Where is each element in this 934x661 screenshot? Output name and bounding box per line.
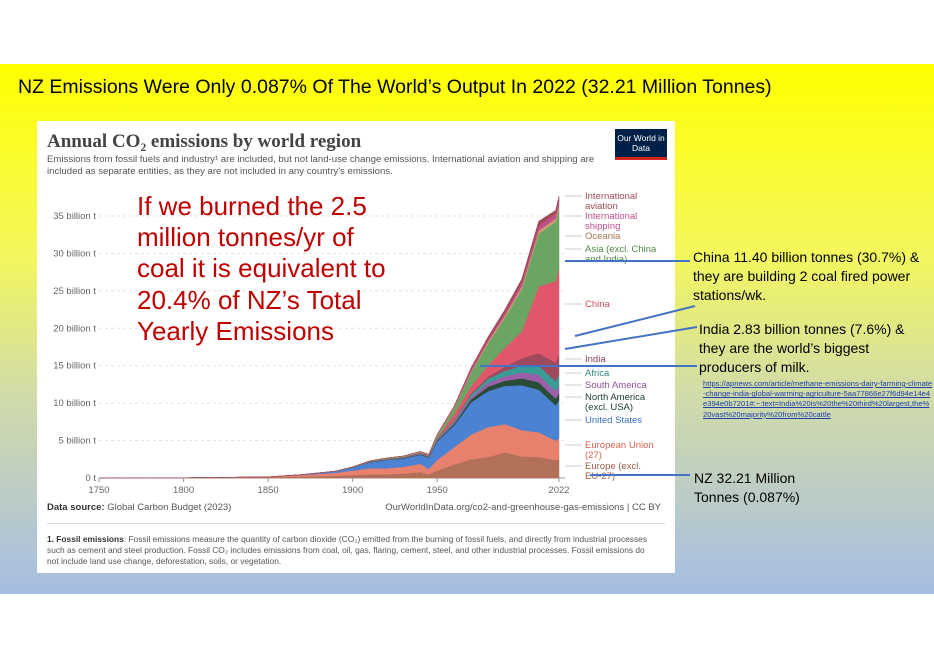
legend-label: Oceania [585,231,621,242]
legend-label-line: International [585,211,637,222]
y-tick-label: 10 billion t [53,398,96,409]
data-source-value: Global Carbon Budget (2023) [107,502,232,513]
chart-title: Annual CO₂ emissions by world region [47,131,362,152]
x-tick-label: 1800 [173,485,194,496]
india-annotation: India 2.83 billion tonnes (7.6%) & they … [699,321,905,375]
y-tick-label: 25 billion t [53,286,96,297]
nz-annotation: NZ 32.21 Million Tonnes (0.087%) [694,470,800,505]
legend-label-line: shipping [585,221,620,232]
data-url[interactable]: OurWorldInData.org/co2-and-greenhouse-ga… [385,502,661,513]
divider [47,523,665,524]
footnote-label: 1. Fossil emissions [47,534,124,544]
legend-label-line: North America [585,392,646,403]
x-tick-label: 2022 [548,485,569,496]
legend-label-line: South America [585,380,647,391]
chart-subtitle: Emissions from fossil fuels and industry… [47,154,595,177]
legend-label-line: Africa [585,368,610,379]
legend-label-line: Europe (excl. [585,461,641,472]
legend-label: United States [585,415,642,426]
legend-label-line: (excl. USA) [585,402,633,413]
legend-label: International aviation [585,191,637,212]
y-tick-label: 30 billion t [53,248,96,259]
footnote: 1. Fossil emissions: Fossil emissions me… [47,534,657,567]
y-tick-label: 0 t [85,473,96,484]
chart-panel: Annual CO₂ emissions by world region Emi… [37,121,675,573]
x-tick-label: 1950 [427,485,448,496]
legend-label-line: (27) [585,450,602,461]
legend-label-line: aviation [585,201,618,212]
legend-label: India [585,354,606,365]
legend-label-line: Asia (excl. China [585,244,657,255]
legend-label: Africa [585,368,610,379]
stacked-area-chart: 0 t 5 billion t 10 billion t 15 billion t 20… [53,191,657,496]
y-tick-label: 15 billion t [53,361,96,372]
legend-label: Asia (excl. China and India) [585,244,657,265]
data-source-label: Data source: [47,502,105,513]
axes: 0 t 5 billion t 10 billion t 15 billion t 20… [53,211,569,496]
x-tick-label: 1900 [342,485,363,496]
y-tick-label: 35 billion t [53,211,96,222]
x-tick-label: 1750 [88,485,109,496]
y-tick-label: 5 billion t [59,436,97,447]
legend-label: European Union (27) [585,440,654,461]
legend-label-line: and India) [585,254,627,265]
slide-background: NZ Emissions Were Only 0.087% Of The Wor… [0,64,934,594]
x-tick-label: 1850 [258,485,279,496]
legend-label: International shipping [585,211,637,232]
legend-label-line: International [585,191,637,202]
legend-label: North America (excl. USA) [585,392,646,413]
owid-logo: Our World in Data [615,129,667,160]
data-source: Data source: Global Carbon Budget (2023) [47,502,231,513]
legend-label-line: Oceania [585,231,621,242]
legend-label: Europe (excl. EU-27) [585,461,641,482]
legend-label-line: United States [585,415,642,426]
legend-label: China [585,299,611,310]
china-annotation: China 11.40 billion tonnes (30.7%) & the… [693,249,920,303]
india-source-link[interactable]: https://apnews.com/article/methane-emiss… [703,379,933,419]
area-international-aviation [98,196,560,479]
footnote-text: : Fossil emissions measure the quantity … [47,534,648,566]
slide-title: NZ Emissions Were Only 0.087% Of The Wor… [18,76,772,98]
legend-label-line: EU-27) [585,471,615,482]
coal-overlay-text: If we burned the 2.5 million tonnes/yr o… [137,191,386,346]
y-tick-label: 20 billion t [53,323,96,334]
legend-label: South America [585,380,647,391]
legend-label-line: European Union [585,440,654,451]
legend-label-line: China [585,299,611,310]
legend-label-line: India [585,354,606,365]
